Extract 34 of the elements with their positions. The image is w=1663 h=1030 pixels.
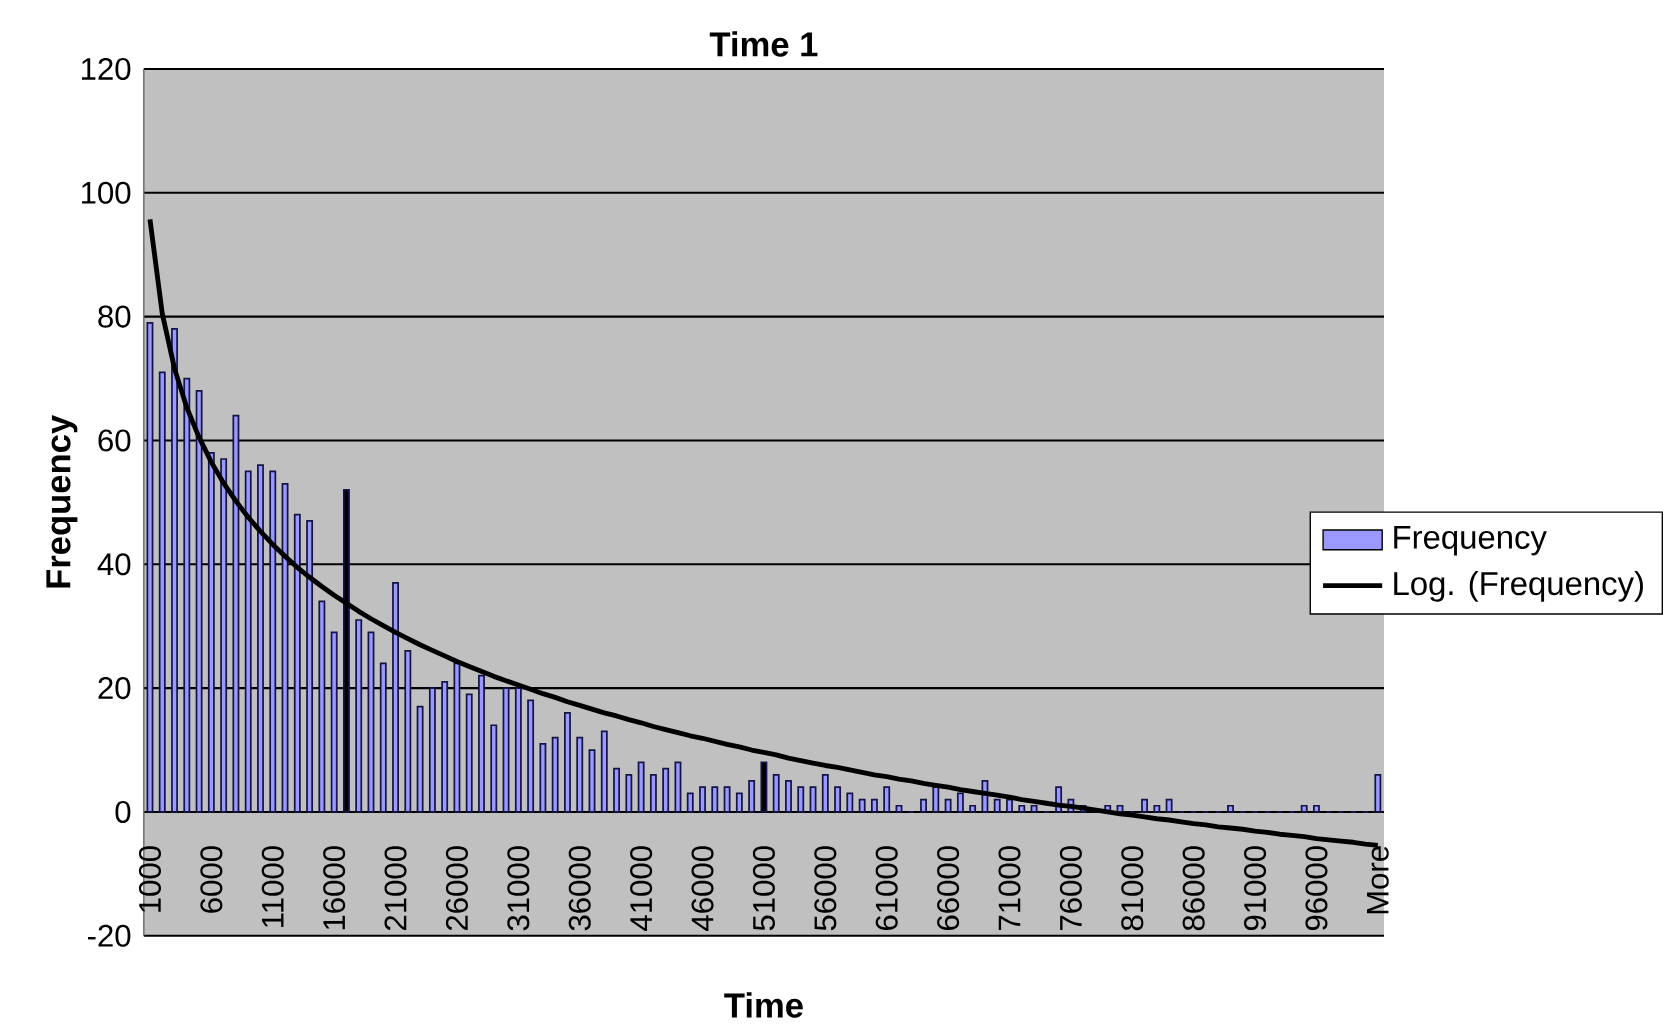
x-tick-label: 91000 xyxy=(1244,846,1267,930)
x-tick-label: 81000 xyxy=(1121,846,1144,931)
x-tick-label: 41000 xyxy=(630,846,653,931)
x-tick-label: 96000 xyxy=(1305,846,1328,930)
y-tick-label: 120 xyxy=(82,57,131,80)
x-tick-label: 76000 xyxy=(1059,846,1082,930)
x-tick-label: 21000 xyxy=(384,846,407,930)
y-tick-label: 20 xyxy=(98,676,131,699)
chart-title: Time 1 xyxy=(709,31,818,57)
x-tick-label: 51000 xyxy=(752,846,775,931)
y-tick-label: 80 xyxy=(98,305,131,328)
x-tick-label: 46000 xyxy=(691,846,714,931)
x-tick-label: 26000 xyxy=(445,846,468,930)
x-tick-label: 66000 xyxy=(937,846,960,930)
y-tick-label: 0 xyxy=(115,800,131,823)
y-axis-title: Frequency xyxy=(46,414,78,588)
x-tick-label: 61000 xyxy=(875,846,898,930)
x-tick-label: 11000 xyxy=(261,846,284,927)
y-tick-label: 100 xyxy=(82,181,131,204)
x-tick-label: 36000 xyxy=(568,846,591,931)
x-tick-label: 86000 xyxy=(1182,846,1205,931)
y-tick-label: -20 xyxy=(87,924,131,947)
legend-label: Log. (Frequency) xyxy=(1394,570,1643,602)
x-tick-label: 56000 xyxy=(814,846,837,931)
legend-label: Frequency xyxy=(1394,525,1547,556)
x-tick-label: 1000 xyxy=(138,846,162,912)
y-tick-label: 40 xyxy=(97,553,131,576)
x-tick-label: 71000 xyxy=(998,846,1021,930)
x-tick-label: 16000 xyxy=(323,846,346,930)
x-tick-label: 6000 xyxy=(200,846,223,913)
x-tick-label: More xyxy=(1366,846,1389,914)
x-axis-title: Time xyxy=(724,992,803,1018)
y-tick-label: 60 xyxy=(98,429,131,452)
x-tick-label: 31000 xyxy=(507,846,530,931)
